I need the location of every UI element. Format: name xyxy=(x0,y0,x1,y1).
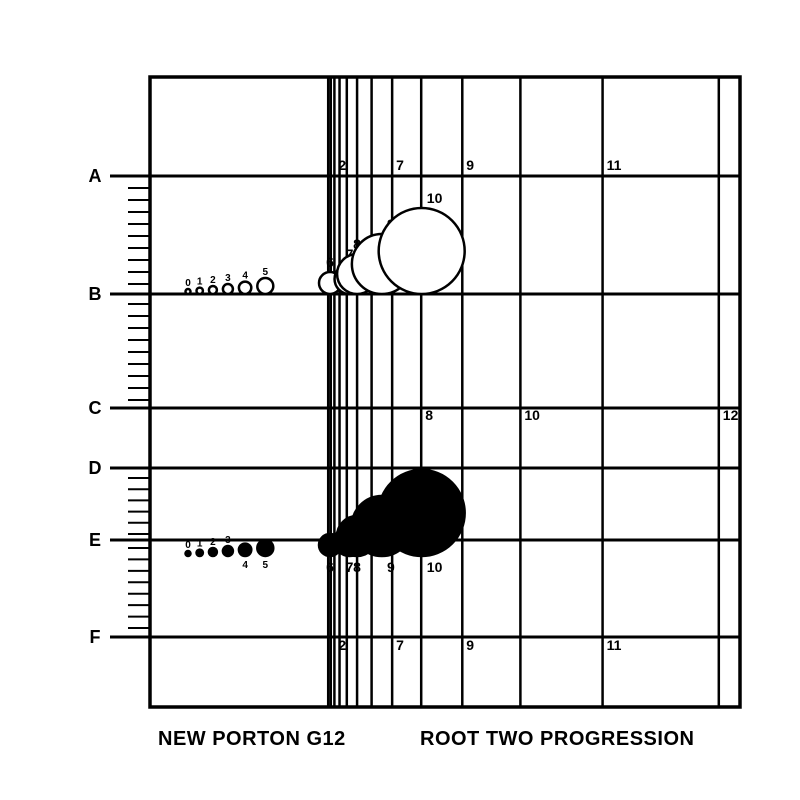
filled-circle-label: 1 xyxy=(197,539,203,550)
caption-left: NEW PORTON G12 xyxy=(158,728,346,750)
filled-circle-label: 2 xyxy=(210,537,216,548)
bottom-axis-label: 11 xyxy=(607,637,622,653)
caption-right: ROOT TWO PROGRESSION xyxy=(420,728,694,750)
row-label-b: B xyxy=(89,284,102,304)
hollow-circle-10 xyxy=(379,208,465,294)
hollow-circle-label: 0 xyxy=(185,278,191,289)
filled-circle-3 xyxy=(223,546,233,556)
filled-circle-label: 6 xyxy=(326,559,334,575)
bottom-axis-label: 9 xyxy=(466,637,474,653)
hollow-circle-2 xyxy=(209,286,217,294)
top-axis-label: 11 xyxy=(607,157,622,173)
porton-g12-diagram: ABCDEF2791113279111381012140123456789100… xyxy=(0,0,800,800)
hollow-circle-label: 3 xyxy=(225,273,231,284)
mid-axis-label: 8 xyxy=(425,407,433,423)
filled-circle-label: 8 xyxy=(353,559,361,575)
row-label-f: F xyxy=(90,627,101,647)
filled-circle-label: 5 xyxy=(263,560,269,571)
hollow-circle-label: 10 xyxy=(427,190,443,206)
hollow-circle-4 xyxy=(239,282,251,294)
row-label-c: C xyxy=(89,398,102,418)
bottom-axis-label: 7 xyxy=(396,637,404,653)
hollow-circle-label: 1 xyxy=(197,277,203,288)
filled-circle-label: 10 xyxy=(427,559,443,575)
filled-circle-4 xyxy=(239,544,251,556)
background xyxy=(0,0,800,800)
hollow-circle-label: 6 xyxy=(326,254,334,270)
hollow-circle-1 xyxy=(197,288,203,294)
filled-circle-10 xyxy=(379,470,465,556)
hollow-circle-0 xyxy=(186,289,191,294)
hollow-circle-label: 2 xyxy=(210,275,216,286)
filled-circle-label: 0 xyxy=(185,540,191,551)
filled-circle-label: 4 xyxy=(242,560,248,571)
filled-circle-label: 3 xyxy=(225,535,231,546)
row-label-a: A xyxy=(89,166,102,186)
top-axis-label: 7 xyxy=(396,157,404,173)
hollow-circle-5 xyxy=(257,278,273,294)
mid-axis-label: 12 xyxy=(723,407,739,423)
top-axis-label: 9 xyxy=(466,157,474,173)
filled-circle-0 xyxy=(186,551,191,556)
filled-circle-5 xyxy=(257,540,273,556)
row-label-e: E xyxy=(89,530,101,550)
hollow-circle-label: 4 xyxy=(242,271,248,282)
filled-circle-label: 9 xyxy=(387,559,395,575)
hollow-circle-3 xyxy=(223,284,233,294)
mid-axis-label: 10 xyxy=(524,407,540,423)
row-label-d: D xyxy=(89,458,102,478)
filled-circle-1 xyxy=(197,550,203,556)
hollow-circle-label: 5 xyxy=(263,267,269,278)
filled-circle-2 xyxy=(209,548,217,556)
bottom-axis-label: 2 xyxy=(338,637,346,653)
top-axis-label: 2 xyxy=(338,157,346,173)
